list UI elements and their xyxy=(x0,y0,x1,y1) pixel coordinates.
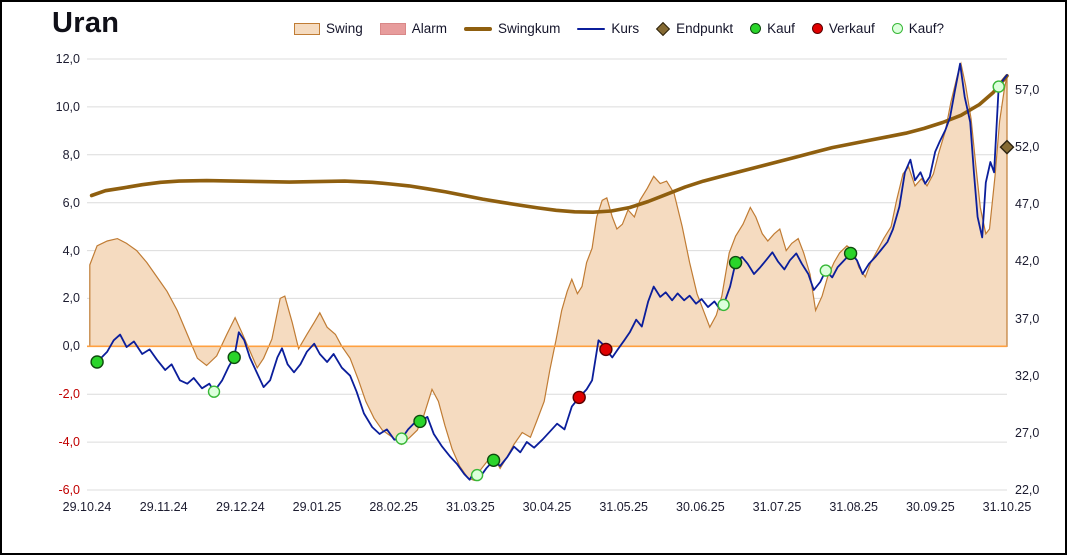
y-right-tick-label: 32,0 xyxy=(1015,368,1040,383)
y-right-tick-label: 47,0 xyxy=(1015,197,1040,212)
verkauf-swatch-icon xyxy=(811,23,823,34)
legend-label-verkauf: Verkauf xyxy=(828,21,875,36)
legend-item-alarm: Alarm xyxy=(379,21,448,36)
legend-item-swing: Swing xyxy=(294,21,363,36)
y-left-tick-label: -6,0 xyxy=(58,483,80,497)
legend-label-kurs: Kurs xyxy=(611,21,640,36)
legend-label-swingkum: Swingkum xyxy=(498,21,561,36)
x-tick-label: 29.01.25 xyxy=(292,500,342,514)
legend-label-kauf-frage: Kauf? xyxy=(908,21,944,36)
legend-item-kurs: Kurs xyxy=(577,21,639,36)
y-left-tick-label: 0,0 xyxy=(62,339,80,354)
y-left-tick-label: -4,0 xyxy=(58,435,80,450)
x-tick-label: 28.02.25 xyxy=(369,500,418,514)
x-tick-label: 31.03.25 xyxy=(445,500,495,514)
legend-item-verkauf: Verkauf xyxy=(811,21,875,36)
legend-item-swingkum: Swingkum xyxy=(464,21,560,36)
kurs-swatch-icon xyxy=(577,27,606,30)
y-right-tick-label: 22,0 xyxy=(1015,483,1040,497)
x-tick-label: 31.07.25 xyxy=(752,500,802,514)
y-left-tick-label: 10,0 xyxy=(55,99,80,114)
x-tick-label: 30.06.25 xyxy=(675,500,725,514)
kauf-marker xyxy=(728,255,743,270)
legend-label-endpunkt: Endpunkt xyxy=(676,21,734,36)
x-tick-label: 29.10.24 xyxy=(62,500,112,514)
endpunkt-marker xyxy=(999,139,1015,155)
y-left-tick-label: 12,0 xyxy=(55,52,80,66)
kauf_q-marker xyxy=(992,80,1005,93)
plot-area xyxy=(87,58,1015,491)
y-right-tick-label: 52,0 xyxy=(1015,140,1040,155)
x-tick-label: 31.05.25 xyxy=(599,500,648,514)
kauf-frage-swatch-icon xyxy=(891,23,903,34)
y-left-tick-label: 6,0 xyxy=(62,195,80,210)
kauf_q-marker xyxy=(207,385,221,398)
swingkum-swatch-icon xyxy=(464,26,493,31)
x-tick-label: 30.04.25 xyxy=(522,500,572,514)
x-tick-label: 31.08.25 xyxy=(829,500,878,514)
swingkum-line xyxy=(89,73,1009,214)
x-tick-label: 29.11.24 xyxy=(139,500,188,514)
kauf_q-marker xyxy=(717,298,730,312)
legend-item-kauf-frage: Kauf? xyxy=(891,21,944,36)
endpunkt-swatch-icon xyxy=(656,21,671,36)
legend-label-kauf: Kauf xyxy=(767,21,795,36)
swing-area xyxy=(89,61,1008,482)
chart-title: Uran xyxy=(52,7,120,39)
kurs-line xyxy=(96,62,1008,481)
kauf-marker xyxy=(486,453,501,467)
y-left-tick-label: 8,0 xyxy=(62,147,80,162)
legend-label-swing: Swing xyxy=(326,21,363,36)
y-left-tick-label: -2,0 xyxy=(58,387,80,402)
kauf-marker xyxy=(227,350,241,365)
kauf_q-marker xyxy=(470,468,484,482)
kauf-marker xyxy=(843,246,858,261)
verkauf-marker xyxy=(599,342,613,357)
kauf_q-marker xyxy=(819,264,832,277)
verkauf-marker xyxy=(572,390,586,405)
y-right-tick-label: 37,0 xyxy=(1015,311,1040,326)
y-left-tick-label: 2,0 xyxy=(62,291,80,306)
swing-swatch-icon xyxy=(294,22,320,35)
kauf-marker xyxy=(413,414,427,429)
y-right-tick-label: 42,0 xyxy=(1015,254,1040,269)
x-tick-label: 31.10.25 xyxy=(982,500,1032,514)
x-tick-label: 29.12.24 xyxy=(215,500,265,514)
kauf-marker xyxy=(90,355,104,369)
legend-item-kauf: Kauf xyxy=(750,21,795,36)
y-right-tick-label: 57,0 xyxy=(1015,83,1040,97)
plot-svg xyxy=(87,58,1015,491)
y-left-tick-label: 4,0 xyxy=(62,243,80,258)
legend-item-endpunkt: Endpunkt xyxy=(656,21,733,36)
x-tick-label: 30.09.25 xyxy=(905,500,955,514)
kauf-swatch-icon xyxy=(750,23,762,34)
kauf_q-marker xyxy=(395,432,408,445)
alarm-swatch-icon xyxy=(379,22,406,35)
legend-label-alarm: Alarm xyxy=(411,21,448,36)
legend: Swing Alarm Swingkum Kurs Endpunkt Kauf Verkau… xyxy=(294,21,944,36)
y-right-tick-label: 27,0 xyxy=(1015,425,1040,440)
